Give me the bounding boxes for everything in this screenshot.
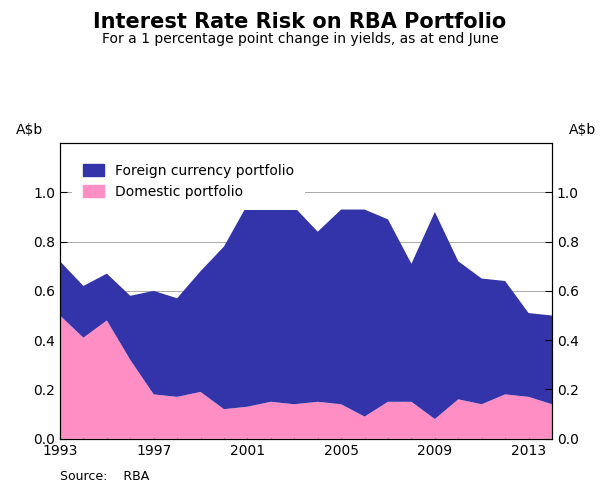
Text: For a 1 percentage point change in yields, as at end June: For a 1 percentage point change in yield… <box>101 32 499 46</box>
Legend: Foreign currency portfolio, Domestic portfolio: Foreign currency portfolio, Domestic por… <box>72 153 305 210</box>
Text: Interest Rate Risk on RBA Portfolio: Interest Rate Risk on RBA Portfolio <box>94 12 506 33</box>
Text: Source:    RBA: Source: RBA <box>60 470 149 483</box>
Text: A$b: A$b <box>16 123 43 137</box>
Text: A$b: A$b <box>569 123 596 137</box>
